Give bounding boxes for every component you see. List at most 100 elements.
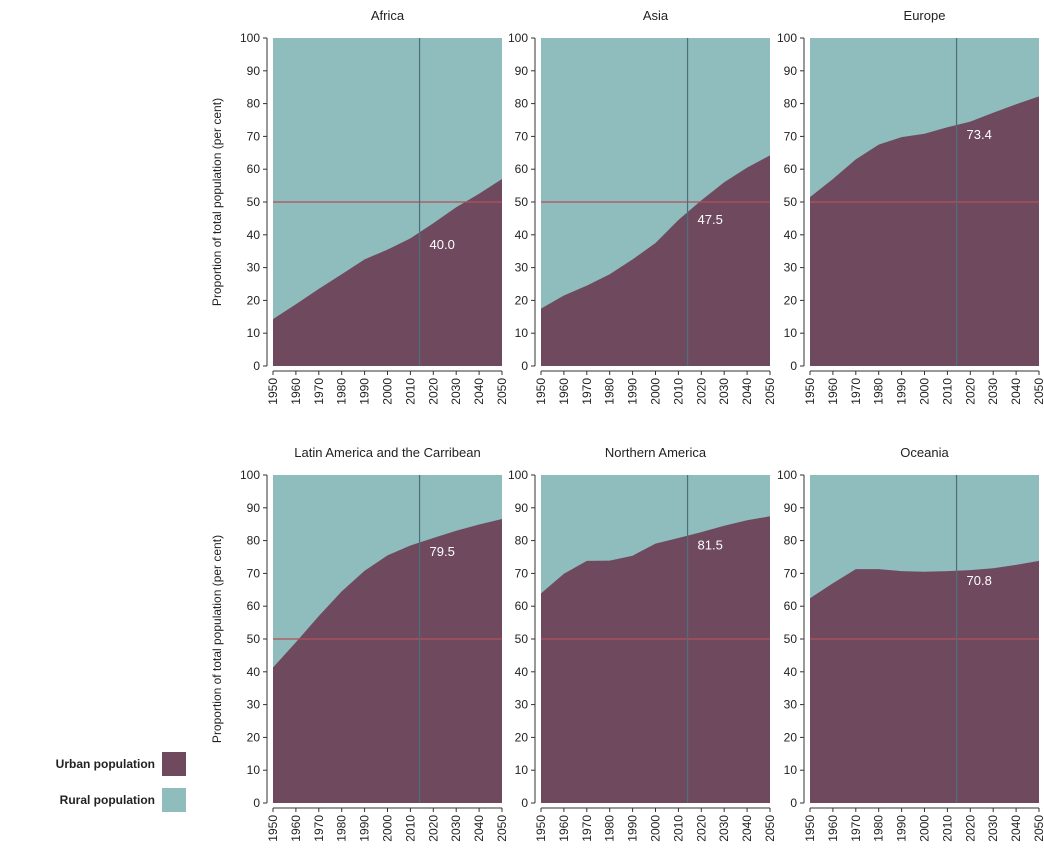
y-tick-label: 50 <box>784 632 798 646</box>
x-tick-label: 2050 <box>495 378 509 405</box>
y-tick-label: 70 <box>515 129 529 143</box>
x-tick-label: 2010 <box>940 815 954 842</box>
y-tick-label: 10 <box>515 763 529 777</box>
panel-title-northern-america: Northern America <box>605 445 707 460</box>
x-tick-label: 1990 <box>626 815 640 842</box>
x-tick-label: 2000 <box>381 815 395 842</box>
y-tick-label: 70 <box>515 566 529 580</box>
y-tick-label: 20 <box>784 293 798 307</box>
y-tick-label: 70 <box>784 566 798 580</box>
y-tick-label: 30 <box>515 698 529 712</box>
x-tick-label: 2030 <box>717 378 731 405</box>
x-tick-label: 2010 <box>940 378 954 405</box>
y-tick-label: 10 <box>784 326 798 340</box>
y-tick-label: 70 <box>784 129 798 143</box>
x-tick-label: 2030 <box>986 815 1000 842</box>
y-tick-label: 20 <box>784 730 798 744</box>
y-tick-label: 60 <box>247 599 261 613</box>
y-tick-label: 10 <box>247 763 261 777</box>
y-tick-label: 100 <box>777 468 797 482</box>
x-tick-label: 2020 <box>426 815 440 842</box>
y-tick-label: 90 <box>784 501 798 515</box>
y-tick-label: 50 <box>247 632 261 646</box>
y-tick-label: 20 <box>515 730 529 744</box>
x-tick-label: 1960 <box>826 815 840 842</box>
x-tick-label: 1990 <box>895 815 909 842</box>
y-tick-label: 60 <box>784 162 798 176</box>
x-tick-label: 1990 <box>626 378 640 405</box>
y-tick-label: 10 <box>515 326 529 340</box>
x-tick-label: 1950 <box>266 378 280 405</box>
x-tick-label: 2010 <box>671 378 685 405</box>
area-urban-europe <box>810 96 1039 367</box>
y-tick-label: 0 <box>790 796 797 810</box>
x-tick-label: 2000 <box>918 378 932 405</box>
x-tick-label: 1970 <box>849 815 863 842</box>
y-tick-label: 60 <box>247 162 261 176</box>
panel-title-europe: Europe <box>904 8 946 23</box>
x-tick-label: 2010 <box>671 815 685 842</box>
x-tick-label: 1970 <box>312 815 326 842</box>
x-tick-label: 2000 <box>381 378 395 405</box>
x-tick-label: 1990 <box>358 815 372 842</box>
y-tick-label: 50 <box>515 632 529 646</box>
x-tick-label: 2000 <box>649 815 663 842</box>
y-tick-label: 80 <box>784 97 798 111</box>
y-tick-label: 50 <box>247 195 261 209</box>
y-tick-label: 40 <box>247 228 261 242</box>
annotation-value-northern-america: 81.5 <box>698 538 723 553</box>
y-tick-label: 80 <box>247 97 261 111</box>
y-tick-label: 60 <box>784 599 798 613</box>
x-tick-label: 2040 <box>1009 378 1023 405</box>
x-tick-label: 2050 <box>1032 378 1044 405</box>
y-tick-label: 30 <box>247 261 261 275</box>
x-tick-label: 1950 <box>266 815 280 842</box>
x-tick-label: 1960 <box>557 815 571 842</box>
area-urban-northern-america <box>541 516 770 803</box>
x-tick-label: 1980 <box>603 378 617 405</box>
y-tick-label: 80 <box>515 97 529 111</box>
x-tick-label: 1960 <box>289 815 303 842</box>
y-tick-label: 60 <box>515 162 529 176</box>
panel-title-africa: Africa <box>371 8 405 23</box>
x-tick-label: 1950 <box>534 378 548 405</box>
area-urban-latin-america-and-the-carribean <box>273 519 502 803</box>
x-tick-label: 1960 <box>289 378 303 405</box>
y-tick-label: 60 <box>515 599 529 613</box>
annotation-value-oceania: 70.8 <box>967 573 992 588</box>
y-tick-label: 0 <box>521 359 528 373</box>
x-tick-label: 1980 <box>872 378 886 405</box>
x-tick-label: 1970 <box>580 378 594 405</box>
y-tick-label: 40 <box>247 665 261 679</box>
y-tick-label: 100 <box>240 468 260 482</box>
x-tick-label: 1950 <box>803 815 817 842</box>
panel-title-asia: Asia <box>643 8 669 23</box>
x-tick-label: 2020 <box>426 378 440 405</box>
y-tick-label: 80 <box>515 534 529 548</box>
x-tick-label: 2020 <box>694 815 708 842</box>
y-tick-label: 30 <box>515 261 529 275</box>
y-tick-label: 20 <box>515 293 529 307</box>
y-tick-label: 90 <box>247 501 261 515</box>
y-tick-label: 20 <box>247 293 261 307</box>
area-urban-asia <box>541 155 770 366</box>
x-tick-label: 2050 <box>763 815 777 842</box>
y-tick-label: 0 <box>253 359 260 373</box>
y-tick-label: 30 <box>784 698 798 712</box>
y-axis-title-latin-america-and-the-carribean: Proportion of total population (per cent… <box>210 535 224 743</box>
y-tick-label: 90 <box>515 64 529 78</box>
y-tick-label: 0 <box>790 359 797 373</box>
area-urban-africa <box>273 179 502 366</box>
y-tick-label: 100 <box>777 31 797 45</box>
x-tick-label: 2020 <box>963 378 977 405</box>
y-tick-label: 50 <box>515 195 529 209</box>
x-tick-label: 2040 <box>472 815 486 842</box>
legend-label-rural: Rural population <box>60 793 155 807</box>
x-tick-label: 2000 <box>649 378 663 405</box>
panel-title-oceania: Oceania <box>900 445 949 460</box>
x-tick-label: 2030 <box>986 378 1000 405</box>
